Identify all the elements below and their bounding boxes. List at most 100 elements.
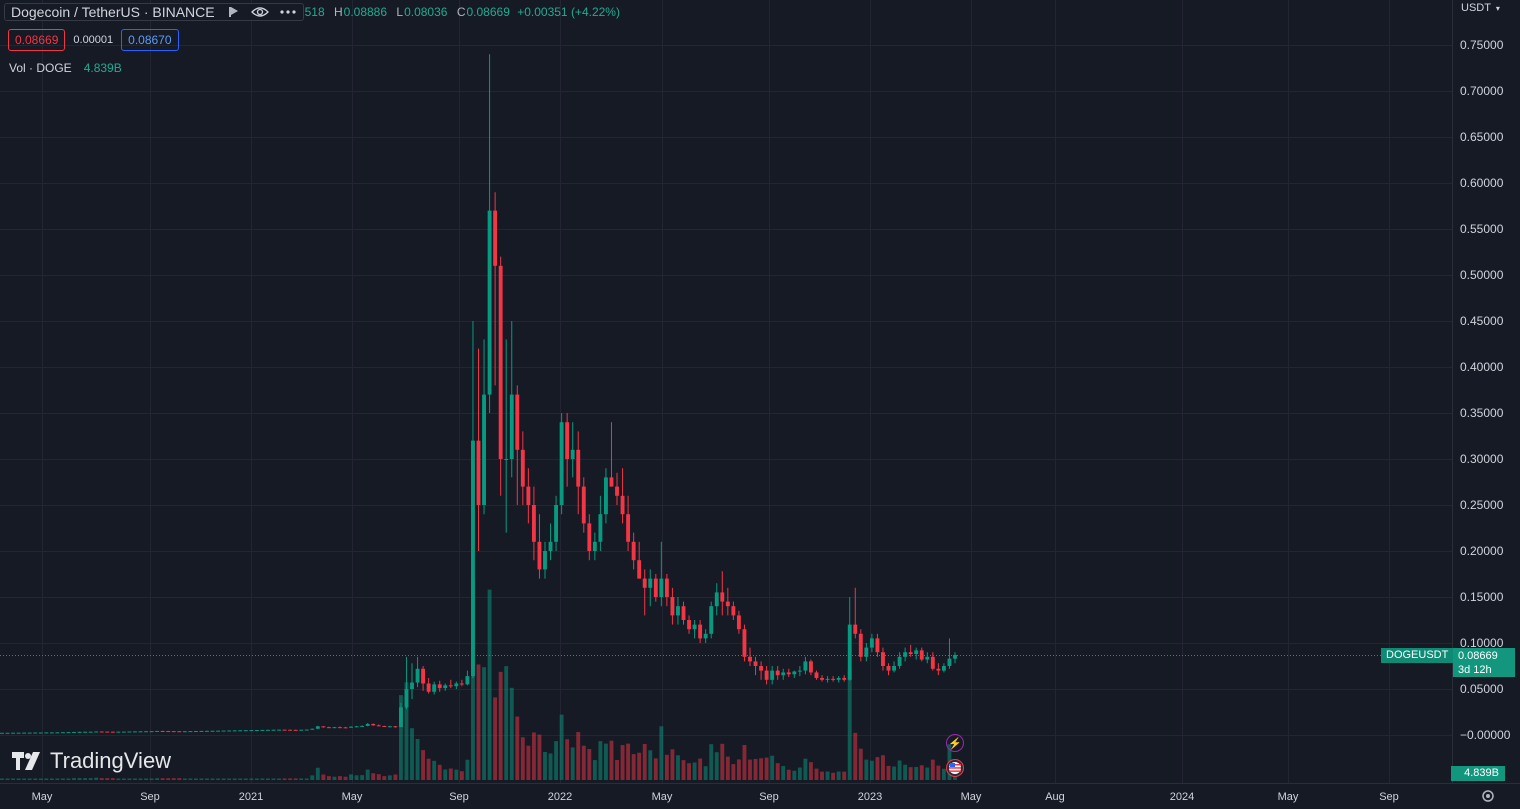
volume-bar	[659, 726, 664, 780]
candle-body	[487, 210, 492, 395]
volume-bar	[736, 759, 741, 780]
volume-bar	[820, 771, 824, 780]
price-tick-label: 0.10000	[1460, 636, 1504, 650]
currency-selector[interactable]: USDT ▾	[1461, 2, 1500, 14]
volume-bar	[421, 750, 426, 780]
volume-bar	[930, 759, 935, 780]
flag-icon[interactable]	[227, 6, 239, 18]
candle-body	[22, 732, 27, 734]
candle-body	[814, 672, 819, 678]
eye-icon[interactable]	[250, 6, 269, 18]
volume-bar	[321, 774, 326, 780]
volume-bar	[227, 778, 232, 780]
time-axis[interactable]: May Sep 2021 May Sep 2022 May Sep 2023 May Aug 2024…	[32, 791, 1399, 803]
candle-body	[110, 731, 115, 733]
candle-body	[277, 729, 281, 731]
volume-bar	[554, 741, 559, 780]
volume-bar	[504, 666, 509, 780]
candle-body	[415, 668, 420, 683]
more-icon[interactable]	[279, 10, 297, 14]
price-tick-label: 0.75000	[1460, 38, 1504, 52]
trade-buttons: 0.08669 0.00001 0.08670	[8, 29, 179, 51]
volume-bar	[526, 745, 531, 780]
symbol-tag: DOGEUSDT	[1381, 648, 1454, 663]
volume-bar	[759, 758, 764, 780]
candle-body	[116, 731, 121, 733]
volume-bar	[365, 769, 370, 780]
sell-button[interactable]: 0.08669	[8, 29, 66, 51]
volume-bar	[670, 749, 675, 780]
volume-bar	[426, 758, 431, 780]
candle-body	[249, 730, 254, 732]
candle-body	[858, 633, 863, 657]
volume-bar	[459, 771, 464, 780]
candle-body	[454, 683, 459, 687]
candle-body	[410, 682, 414, 689]
ohlc-values: 518 H0.08886 L0.08036 C0.08669 +0.00351 …	[304, 5, 620, 19]
lightning-icon[interactable]: ⚡	[946, 734, 964, 752]
candle-body	[725, 601, 730, 607]
volume-bar	[836, 771, 841, 780]
volume-bar	[33, 778, 38, 780]
candle-body	[797, 670, 802, 672]
volume-bar	[221, 778, 226, 780]
candle-body	[382, 725, 387, 727]
volume-bar	[465, 759, 470, 780]
volume-bar	[127, 778, 132, 780]
symbol-title-box[interactable]: Dogecoin / TetherUS · BINANCE	[4, 3, 304, 21]
candle-body	[786, 672, 791, 675]
candle-body	[670, 597, 675, 616]
volume-bar	[216, 778, 221, 780]
volume-bar	[88, 778, 93, 780]
candle-body	[603, 477, 608, 515]
candle-body	[941, 666, 946, 671]
volume-bar	[681, 760, 686, 780]
volume-bar	[105, 778, 110, 780]
time-tick-label: May	[961, 791, 982, 803]
candle-body	[72, 731, 76, 733]
symbol-title: Dogecoin / TetherUS · BINANCE	[11, 4, 215, 20]
buy-button[interactable]: 0.08670	[121, 29, 179, 51]
candle-body	[681, 606, 686, 620]
volume-bar	[498, 671, 503, 780]
volume-bar	[664, 754, 669, 780]
volume-bar	[72, 778, 76, 780]
candle-body	[736, 615, 741, 630]
volume-bar	[110, 778, 115, 780]
candle-body	[171, 731, 176, 733]
candle-body	[936, 668, 941, 671]
candle-body	[310, 728, 315, 730]
volume-legend[interactable]: Vol · DOGE 4.839B	[9, 61, 122, 75]
candle-body	[88, 731, 93, 733]
candle-body	[182, 731, 187, 733]
volume-bar	[698, 758, 703, 780]
volume-bar	[277, 778, 281, 780]
candle-body	[465, 676, 470, 685]
candle-body	[831, 678, 836, 680]
volume-bar	[193, 778, 198, 780]
volume-bar	[720, 743, 725, 780]
tradingview-logo[interactable]: TradingView	[12, 748, 171, 774]
price-tick-label: 0.45000	[1460, 314, 1504, 328]
volume-bar	[404, 682, 409, 780]
countdown-value: 3d 12h	[1458, 664, 1492, 676]
volume-bar	[925, 767, 930, 780]
volume-bar	[781, 766, 786, 780]
price-axis[interactable]: 0.75000 0.70000 0.65000 0.60000 0.55000 0.500…	[1460, 38, 1511, 742]
candle-body	[875, 638, 880, 653]
volume-bar	[5, 778, 10, 780]
candle-body	[820, 677, 824, 680]
candle-body	[825, 678, 830, 680]
volume-bar	[725, 756, 730, 780]
volume-bar	[603, 743, 608, 780]
candle-body	[714, 592, 719, 607]
us-flag-icon[interactable]	[946, 759, 964, 777]
volume-bar	[914, 766, 919, 780]
volume-bar	[543, 752, 547, 780]
candle-body	[83, 731, 88, 733]
settings-gear-icon[interactable]	[1482, 790, 1494, 802]
volume-bar	[77, 778, 82, 780]
candle-body	[288, 729, 293, 731]
volume-bar	[188, 778, 193, 780]
